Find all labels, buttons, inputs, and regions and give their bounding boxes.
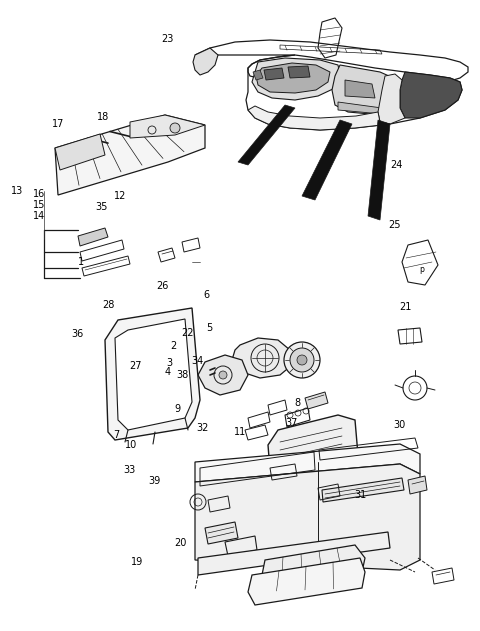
Text: 21: 21 <box>399 302 412 312</box>
Polygon shape <box>130 115 205 138</box>
Polygon shape <box>322 478 404 502</box>
Polygon shape <box>205 522 238 544</box>
Text: 7: 7 <box>113 430 119 440</box>
Polygon shape <box>253 70 263 80</box>
Text: 37: 37 <box>286 418 298 428</box>
Polygon shape <box>55 134 105 170</box>
Text: 34: 34 <box>191 356 204 366</box>
Text: 3: 3 <box>167 358 173 368</box>
Text: 11: 11 <box>234 427 247 437</box>
Polygon shape <box>400 72 462 118</box>
Circle shape <box>170 123 180 133</box>
Text: 28: 28 <box>102 300 114 310</box>
Circle shape <box>297 355 307 365</box>
Text: 8: 8 <box>295 398 300 408</box>
Text: 5: 5 <box>206 323 213 333</box>
Polygon shape <box>302 120 352 200</box>
Text: 27: 27 <box>129 361 142 371</box>
Text: 14: 14 <box>33 211 45 221</box>
Polygon shape <box>198 355 248 395</box>
Circle shape <box>284 342 320 378</box>
Text: 13: 13 <box>11 186 23 196</box>
Text: 23: 23 <box>161 34 173 44</box>
Text: 4: 4 <box>164 367 170 377</box>
Polygon shape <box>332 65 398 114</box>
Polygon shape <box>252 58 340 100</box>
Polygon shape <box>195 464 420 570</box>
Polygon shape <box>55 115 205 195</box>
Polygon shape <box>268 415 358 480</box>
Text: 6: 6 <box>204 290 209 300</box>
Text: 10: 10 <box>124 440 137 451</box>
Polygon shape <box>248 106 390 130</box>
Text: 15: 15 <box>33 200 45 210</box>
Text: 35: 35 <box>95 202 108 212</box>
Circle shape <box>219 371 227 379</box>
Text: 1: 1 <box>78 257 84 267</box>
Text: 36: 36 <box>71 329 84 339</box>
Polygon shape <box>155 382 192 402</box>
Polygon shape <box>264 68 284 80</box>
Text: 2: 2 <box>170 341 177 351</box>
Text: 31: 31 <box>354 490 367 500</box>
Text: 39: 39 <box>149 476 161 486</box>
Text: 12: 12 <box>114 191 127 201</box>
Circle shape <box>290 348 314 372</box>
Text: 20: 20 <box>174 538 186 548</box>
Text: 19: 19 <box>131 557 143 567</box>
Polygon shape <box>338 102 382 114</box>
Polygon shape <box>195 444 420 482</box>
Polygon shape <box>345 80 375 98</box>
Text: 17: 17 <box>52 119 65 129</box>
Polygon shape <box>378 74 405 124</box>
Text: 24: 24 <box>390 160 402 170</box>
Text: 18: 18 <box>97 112 109 122</box>
Polygon shape <box>262 545 365 587</box>
Polygon shape <box>105 308 200 440</box>
Polygon shape <box>248 558 365 605</box>
Text: 32: 32 <box>196 423 208 433</box>
Text: 9: 9 <box>175 404 180 414</box>
Polygon shape <box>368 120 390 220</box>
Text: 33: 33 <box>123 465 135 475</box>
Text: 38: 38 <box>177 370 189 380</box>
Polygon shape <box>288 66 310 78</box>
Text: 16: 16 <box>33 189 45 199</box>
Polygon shape <box>193 48 218 75</box>
Polygon shape <box>408 476 427 494</box>
Polygon shape <box>78 228 108 246</box>
Polygon shape <box>238 105 295 165</box>
Polygon shape <box>198 532 390 575</box>
Text: 26: 26 <box>156 281 168 291</box>
Polygon shape <box>232 338 292 378</box>
Text: 30: 30 <box>394 420 406 430</box>
Text: 22: 22 <box>181 327 194 338</box>
Text: p: p <box>420 266 424 274</box>
Polygon shape <box>305 392 328 409</box>
Polygon shape <box>115 319 192 430</box>
Text: 25: 25 <box>388 220 400 230</box>
Polygon shape <box>256 63 330 93</box>
